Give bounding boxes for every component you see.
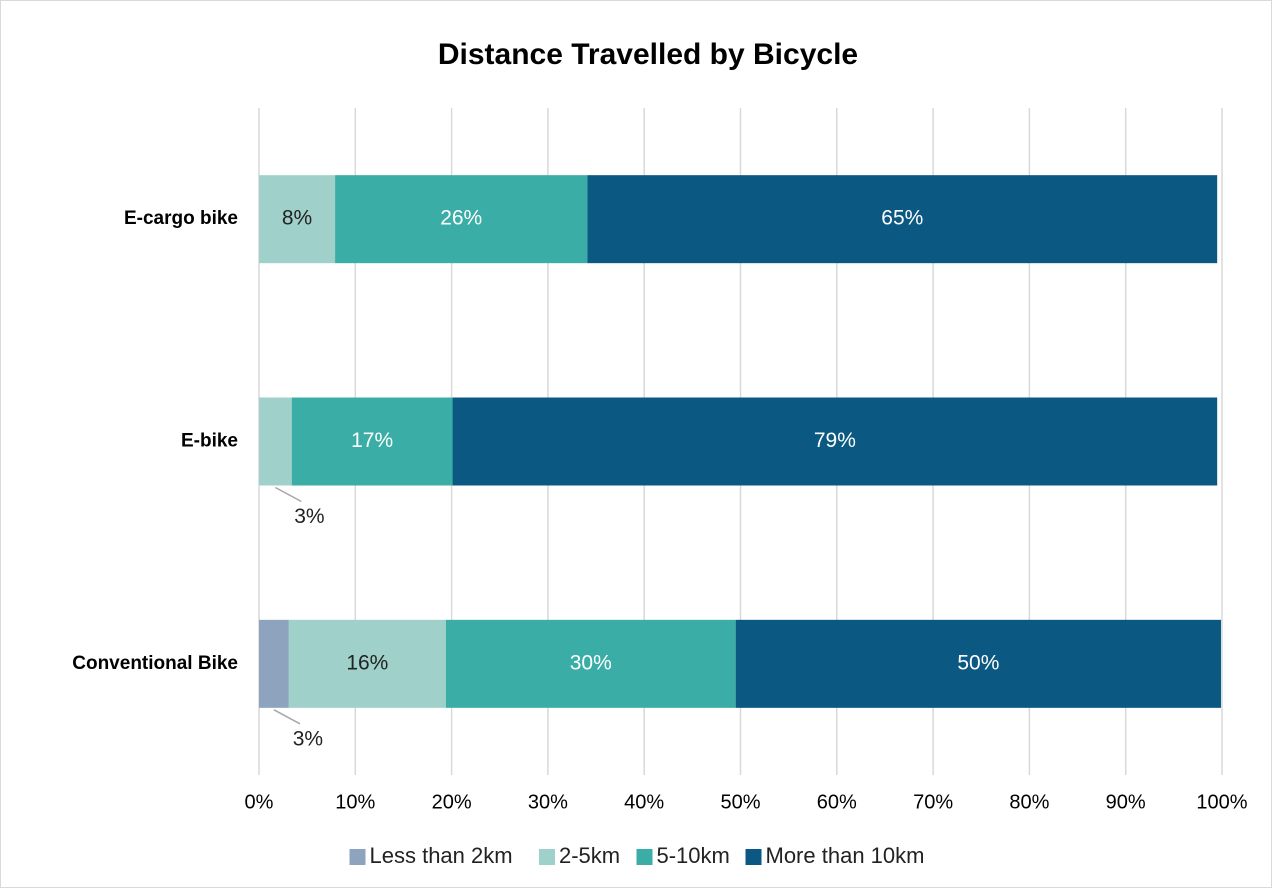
x-tick-label: 70% (913, 791, 953, 813)
x-tick-label: 60% (817, 791, 857, 813)
legend-swatch (539, 849, 555, 865)
y-tick-label: E-cargo bike (124, 208, 238, 229)
bar-segment (335, 175, 588, 264)
bar-segment (735, 619, 1222, 708)
x-tick-label: 30% (528, 791, 568, 813)
legend-swatch (745, 849, 762, 865)
bar-segment (259, 175, 336, 264)
data-label: 17% (351, 429, 393, 452)
x-tick-label: 100% (1196, 791, 1247, 813)
legend-swatch (349, 849, 366, 865)
data-label: 65% (881, 207, 923, 230)
data-label: 30% (570, 651, 612, 674)
legend-label: More than 10km (766, 843, 925, 868)
data-label: 50% (957, 651, 999, 674)
data-label: 16% (346, 651, 388, 674)
bar-segment (587, 175, 1218, 264)
data-label: 26% (440, 207, 482, 230)
y-tick-label: E-bike (181, 431, 238, 452)
x-tick-label: 0% (245, 791, 274, 813)
data-label: 8% (282, 207, 312, 230)
leader-line (273, 709, 301, 725)
x-tick-label: 40% (624, 791, 664, 813)
bar-segment (259, 619, 289, 708)
data-label: 79% (814, 429, 856, 452)
y-tick-label: Conventional Bike (72, 653, 238, 674)
x-tick-label: 20% (432, 791, 472, 813)
bar-segment (291, 397, 453, 486)
leader-line (275, 486, 302, 503)
bar-segment (259, 397, 292, 486)
legend-label: 2-5km (559, 843, 620, 868)
x-tick-label: 80% (1009, 791, 1049, 813)
data-label: 3% (293, 727, 323, 750)
x-tick-label: 10% (335, 791, 375, 813)
legend-swatch (636, 849, 653, 865)
x-tick-label: 50% (720, 791, 760, 813)
chart-title: Distance Travelled by Bicycle (438, 38, 858, 71)
bar-segment (288, 619, 446, 708)
x-tick-label: 90% (1106, 791, 1146, 813)
bar-segment (452, 397, 1218, 486)
legend-label: Less than 2km (370, 843, 513, 868)
bar-segment (445, 619, 736, 708)
data-label: 3% (294, 505, 324, 528)
legend-label: 5-10km (657, 843, 730, 868)
